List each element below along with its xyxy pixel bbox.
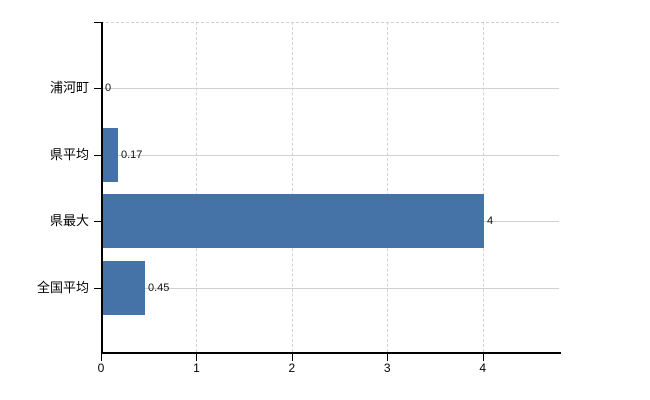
- y-axis-tick: [94, 88, 101, 89]
- gridline-vertical: [196, 22, 198, 352]
- gridline-horizontal: [101, 88, 559, 89]
- gridline-horizontal: [101, 154, 559, 156]
- gridline-vertical: [387, 22, 389, 352]
- y-axis-tick: [94, 154, 101, 156]
- x-axis-tick: [101, 353, 102, 361]
- category-label: 県平均: [49, 146, 89, 162]
- x-tick-label: 3: [383, 361, 391, 375]
- x-axis-tick: [291, 353, 293, 361]
- x-tick-label: 2: [288, 361, 296, 375]
- x-tick-label: 1: [193, 361, 200, 375]
- bar: [102, 194, 484, 248]
- y-axis-tick: [94, 288, 101, 289]
- category-label: 県最大: [49, 213, 89, 228]
- y-axis: [101, 22, 103, 352]
- x-axis-tick: [196, 353, 198, 361]
- bar: [102, 261, 145, 315]
- gridline-horizontal: [101, 288, 559, 289]
- gridline-vertical: [482, 22, 484, 352]
- x-axis: [101, 352, 561, 354]
- bar: [102, 127, 118, 182]
- value-label: 0.17: [121, 148, 143, 161]
- plot-top-border: [101, 22, 559, 23]
- x-axis-tick: [482, 353, 484, 361]
- value-label: 0.45: [148, 282, 170, 294]
- value-label: 0: [105, 82, 112, 94]
- category-label: 全国平均: [36, 280, 89, 295]
- category-label: 浦河町: [49, 80, 89, 95]
- gridline-vertical: [291, 22, 293, 352]
- value-label: 4: [487, 215, 494, 227]
- x-axis-tick: [387, 353, 389, 361]
- y-axis-tick: [94, 221, 101, 222]
- x-tick-label: 0: [97, 361, 105, 375]
- x-tick-label: 4: [479, 361, 486, 375]
- y-axis-tick: [94, 22, 101, 23]
